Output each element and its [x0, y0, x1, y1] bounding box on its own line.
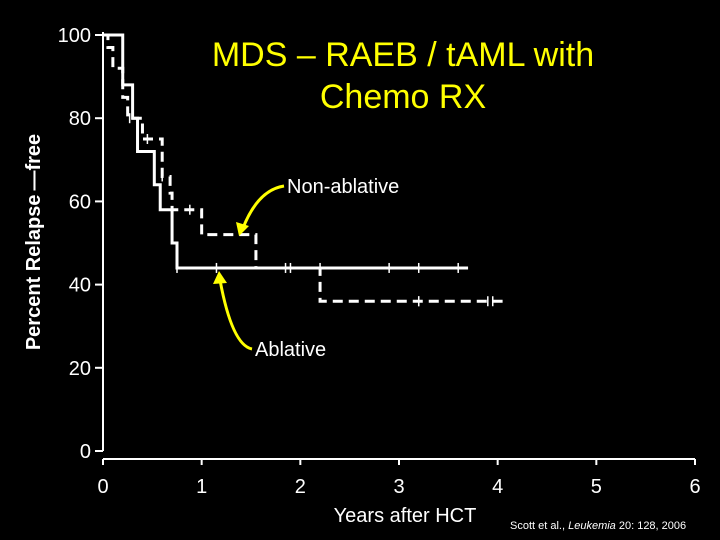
annotation-non-ablative: Non-ablative	[287, 176, 399, 198]
y-tick-label: 80	[69, 108, 91, 130]
x-tick-label: 3	[393, 476, 404, 498]
arrowhead-non-ablative	[236, 222, 249, 236]
series-line-non-ablative	[103, 33, 503, 303]
x-tick-label: 1	[196, 476, 207, 498]
y-tick-label: 0	[80, 441, 91, 463]
arrow-non-ablative	[241, 184, 285, 229]
x-tick-label: 2	[295, 476, 306, 498]
series-line-ablative	[103, 33, 469, 270]
y-tick-label: 60	[69, 191, 91, 213]
y-axis-ticks: 0 20 40 60 80 100	[58, 25, 103, 463]
x-axis-ticks: 0 1 2 3 4 5 6	[97, 459, 701, 498]
chart-title-line-1: MDS – RAEB / tAML with	[212, 36, 594, 74]
y-tick-label: 20	[69, 358, 91, 380]
x-tick-label: 5	[591, 476, 602, 498]
series-layer	[103, 33, 503, 307]
citation: Scott et al., Leukemia 20: 128, 2006	[510, 520, 686, 532]
x-tick-label: 0	[97, 476, 108, 498]
series-ablative	[103, 33, 469, 273]
series-non-ablative	[103, 33, 503, 307]
y-tick-label: 40	[69, 275, 91, 297]
chart-title-line-2: Chemo RX	[320, 78, 486, 116]
arrow-ablative	[218, 279, 253, 351]
y-axis-label: Percent Relapse —free	[23, 134, 45, 350]
citation-details: 20: 128, 2006	[615, 520, 687, 532]
citation-journal: Leukemia	[568, 520, 616, 532]
x-tick-label: 6	[689, 476, 700, 498]
y-tick-label: 100	[58, 25, 91, 47]
citation-authors: Scott et al.,	[510, 520, 569, 532]
annotation-ablative: Ablative	[255, 339, 326, 361]
x-tick-label: 4	[492, 476, 503, 498]
x-axis-label: Years after HCT	[334, 505, 477, 527]
annotations: Non-ablative Ablative	[213, 176, 399, 361]
arrowhead-ablative	[213, 271, 227, 284]
